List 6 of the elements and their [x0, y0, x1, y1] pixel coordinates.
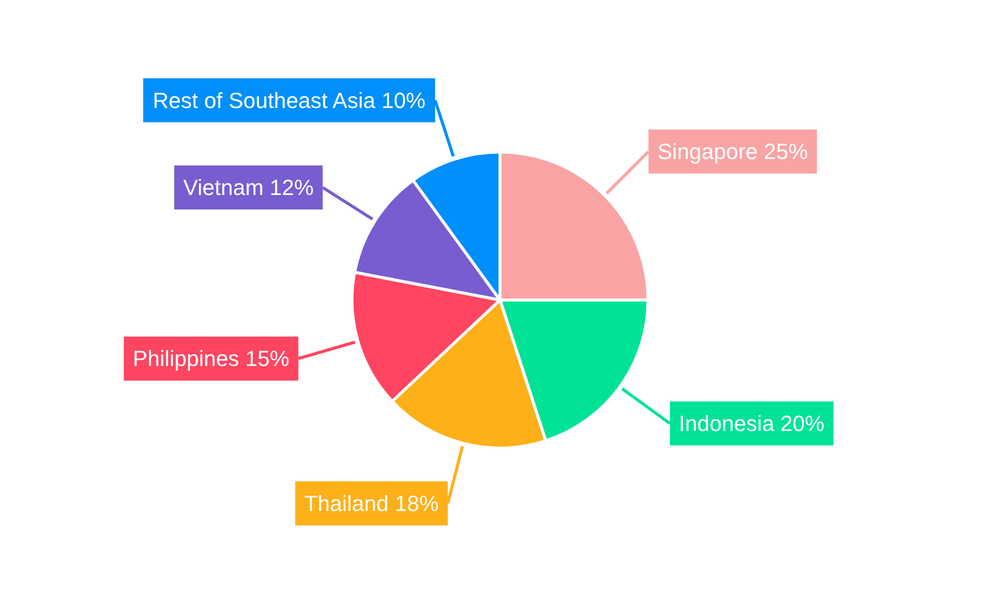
slice-label: Singapore 25% — [657, 139, 808, 164]
slice-label: Indonesia 20% — [678, 410, 824, 436]
slice-label: Rest of Southeast Asia 10% — [152, 88, 426, 113]
slice-label: Philippines 15% — [132, 346, 290, 372]
slice-label: Thailand 18% — [304, 490, 439, 516]
slice-label: Vietnam 12% — [183, 174, 314, 200]
